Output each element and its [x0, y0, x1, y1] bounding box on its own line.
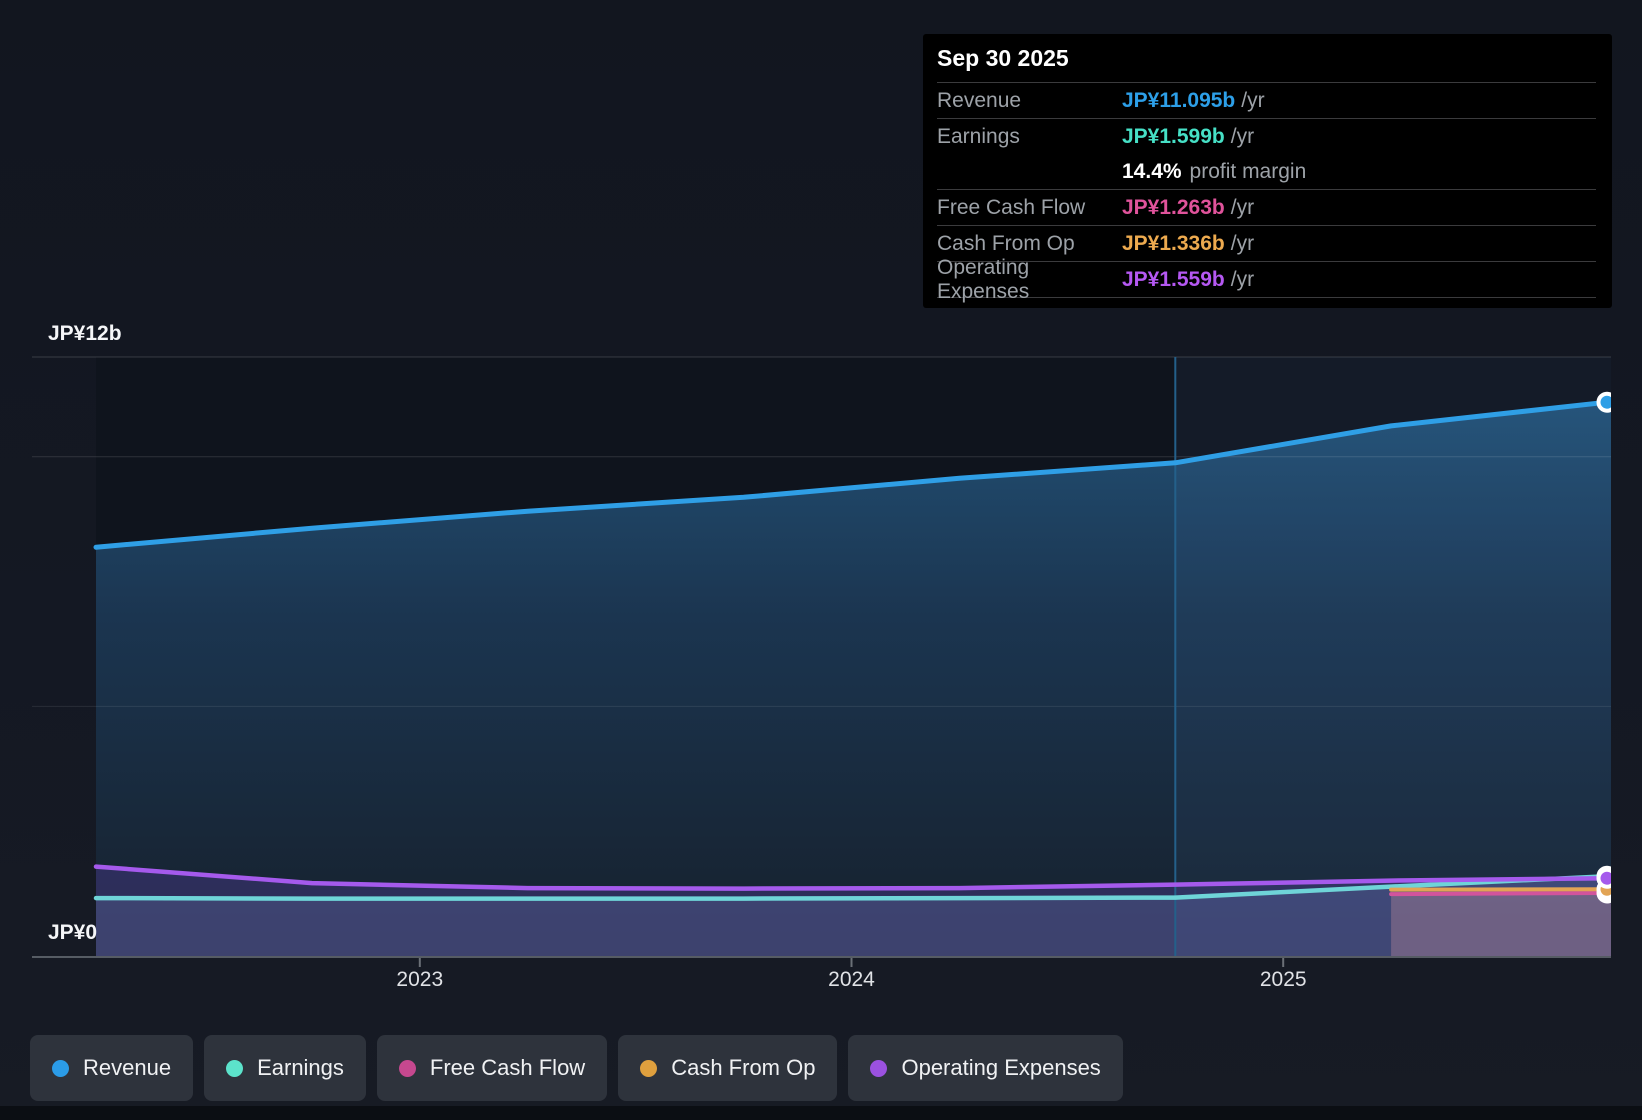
- legend-item-cash-from-op[interactable]: Cash From Op: [618, 1035, 838, 1101]
- x-axis-label-2023: 2023: [396, 968, 444, 991]
- gridlines: [32, 356, 1611, 707]
- operating-expenses-line: [93, 864, 1611, 891]
- tooltip-row-suffix: /yr: [1241, 88, 1265, 112]
- tooltip-row-value: JP¥1.599b: [1122, 124, 1225, 148]
- bottom-edge: [0, 1106, 1642, 1120]
- tooltip-row-profit-margin: 14.4% profit margin: [937, 154, 1596, 189]
- profit-margin-label: profit margin: [1189, 159, 1307, 183]
- tooltip-row-suffix: /yr: [1230, 124, 1255, 148]
- tooltip-row-value: JP¥11.095b: [1122, 88, 1236, 112]
- free-cash-flow-line: [1389, 891, 1611, 897]
- tooltip-row-label: Operating Expenses: [937, 255, 1030, 303]
- revenue-line: [93, 399, 1611, 550]
- free-cash-flow-area: [1391, 893, 1611, 956]
- profit-margin-value: 14.4%: [1122, 159, 1182, 183]
- series-lines: [93, 399, 1611, 901]
- forecast-region-overlay: [1175, 357, 1611, 956]
- operating-expenses-endpoint-marker[interactable]: [1596, 867, 1616, 889]
- x-axis-label-2024: 2024: [828, 968, 875, 991]
- earnings-legend-dot-icon: [226, 1059, 244, 1077]
- tooltip-row-suffix: /yr: [1230, 195, 1255, 219]
- tooltip-row-cash-from-op: Cash From Op JP¥1.336b /yr: [937, 225, 1596, 261]
- y-axis-label-0b: JP¥0: [48, 921, 98, 944]
- tooltip-row-value: JP¥1.263b: [1122, 195, 1225, 219]
- cash-from-op-area: [1391, 889, 1611, 956]
- legend-item-revenue[interactable]: Revenue: [30, 1035, 194, 1101]
- tooltip-row-label: Revenue: [937, 88, 1022, 112]
- tooltip-row-value: JP¥1.559b: [1122, 267, 1225, 291]
- series-endpoint-markers: [1596, 391, 1616, 904]
- cash-from-op-legend-dot-icon: [640, 1059, 658, 1077]
- legend-item-free-cash-flow[interactable]: Free Cash Flow: [376, 1035, 608, 1101]
- free-cash-flow-legend-dot-icon: [398, 1059, 416, 1077]
- chart-legend: Revenue Earnings Free Cash Flow Cash From O…: [30, 1035, 1123, 1101]
- x-axis: [32, 956, 1611, 967]
- legend-item-label: Revenue: [83, 1055, 172, 1080]
- legend-item-operating-expenses[interactable]: Operating Expenses: [848, 1035, 1123, 1101]
- tooltip-row-label: Free Cash Flow: [937, 195, 1086, 219]
- tooltip-row-label: Earnings: [937, 124, 1020, 148]
- tooltip-row-value: JP¥1.336b: [1122, 231, 1225, 255]
- tooltip-row-suffix: /yr: [1230, 267, 1255, 291]
- tooltip-row-suffix: /yr: [1230, 231, 1255, 255]
- legend-item-label: Cash From Op: [671, 1055, 816, 1080]
- legend-item-label: Operating Expenses: [901, 1055, 1101, 1080]
- legend-item-label: Free Cash Flow: [429, 1055, 586, 1080]
- operating-expenses-legend-dot-icon: [870, 1059, 888, 1077]
- tooltip-row-label: Cash From Op: [937, 231, 1075, 255]
- tooltip-row-earnings: Earnings JP¥1.599b /yr: [937, 118, 1596, 154]
- tooltip-row-revenue: Revenue JP¥11.095b /yr: [937, 82, 1596, 118]
- tooltip-row-operating-expenses: Operating Expenses JP¥1.559b /yr: [937, 256, 1596, 303]
- tooltip-row-free-cash-flow: Free Cash Flow JP¥1.263b /yr: [937, 189, 1596, 225]
- x-axis-label-2025: 2025: [1259, 968, 1307, 991]
- tooltip-date: Sep 30 2025: [937, 44, 1069, 71]
- legend-item-earnings[interactable]: Earnings: [204, 1035, 366, 1101]
- chart-tooltip: Sep 30 2025 Revenue JP¥11.095b /yr Earni…: [923, 34, 1612, 308]
- revenue-legend-dot-icon: [52, 1059, 69, 1077]
- legend-item-label: Earnings: [257, 1055, 344, 1080]
- revenue-endpoint-marker[interactable]: [1596, 391, 1616, 413]
- revenue-area: [96, 402, 1611, 956]
- y-axis-label-12b: JP¥12b: [48, 322, 122, 345]
